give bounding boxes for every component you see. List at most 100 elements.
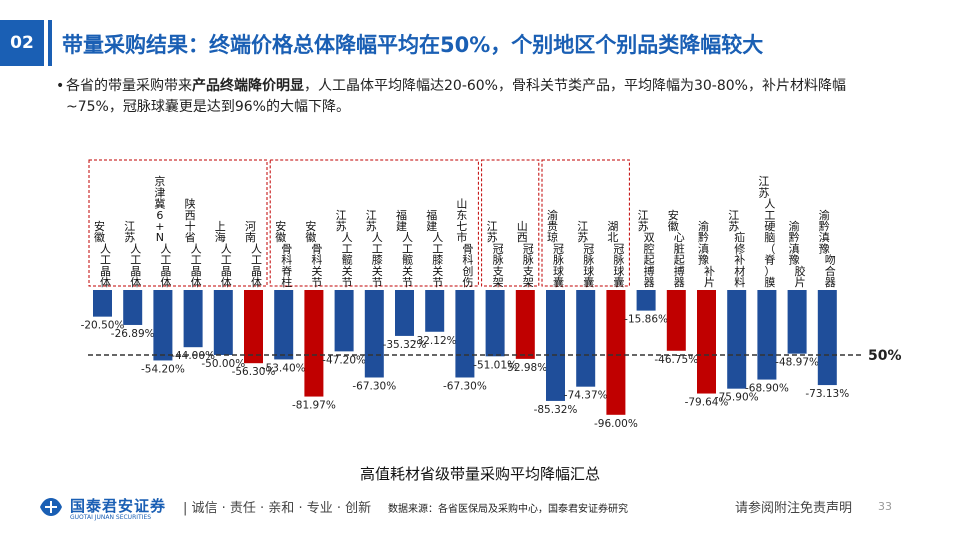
category-label-bottom-22-3: 脑 xyxy=(764,231,775,244)
value-label-1: -26.89% xyxy=(111,328,155,340)
category-label-top-15-2: 琼 xyxy=(547,230,558,244)
bar-18 xyxy=(636,290,656,311)
category-label-top-13-1: 苏 xyxy=(487,231,498,244)
bullet-text-bold: 产品终端降价明显 xyxy=(192,78,304,94)
category-label-bottom-7-3: 节 xyxy=(311,276,322,289)
category-label-bottom-14-0: 冠 xyxy=(523,242,534,255)
company-logo-icon xyxy=(40,498,62,516)
category-label-bottom-13-1: 脉 xyxy=(493,253,504,267)
category-label-top-2-3: 6 xyxy=(156,209,163,222)
bar-23 xyxy=(787,290,807,354)
category-label-bottom-16-2: 球 xyxy=(583,264,594,278)
category-label-bottom-21-0: 疝 xyxy=(734,230,745,244)
category-label-bottom-13-0: 冠 xyxy=(493,242,504,255)
category-label-bottom-18-0: 双 xyxy=(644,231,655,244)
category-label-top-22-1: 苏 xyxy=(758,186,769,199)
bar-8 xyxy=(334,290,354,352)
category-label-bottom-22-4: （ xyxy=(764,242,775,255)
category-label-bottom-12-0: 骨 xyxy=(462,242,473,255)
header-accent-bar xyxy=(48,20,52,66)
category-label-top-14-0: 山 xyxy=(517,220,528,233)
category-label-top-3-0: 陕 xyxy=(185,197,196,211)
category-label-top-19-1: 徽 xyxy=(668,219,679,233)
category-label-bottom-12-3: 伤 xyxy=(462,276,473,289)
category-label-bottom-18-3: 搏 xyxy=(644,264,655,278)
bar-2 xyxy=(153,290,173,361)
company-name-cn: 国泰君安证券 xyxy=(70,497,167,515)
category-label-top-17-0: 湖 xyxy=(607,220,618,233)
bullet-text-before: 各省的带量采购带来 xyxy=(66,78,192,94)
value-label-7: -81.97% xyxy=(292,400,336,412)
category-label-bottom-3-3: 体 xyxy=(191,275,202,289)
category-label-bottom-15-3: 囊 xyxy=(553,275,564,289)
category-label-top-7-1: 徽 xyxy=(305,230,316,244)
category-label-bottom-17-0: 冠 xyxy=(613,242,624,255)
bar-0 xyxy=(93,290,112,317)
bar-14 xyxy=(515,290,535,359)
value-label-10: -35.32% xyxy=(383,339,427,351)
category-label-top-12-0: 山 xyxy=(456,198,467,211)
category-label-bottom-3-2: 晶 xyxy=(191,265,202,278)
category-label-top-18-1: 苏 xyxy=(638,220,649,233)
category-label-top-21-0: 江 xyxy=(728,209,739,222)
category-label-top-24-0: 渝 xyxy=(819,208,830,222)
category-label-bottom-7-0: 骨 xyxy=(311,242,322,255)
bar-24 xyxy=(817,290,837,386)
category-label-bottom-7-2: 关 xyxy=(311,264,322,278)
bar-22 xyxy=(757,290,777,380)
page-number: 33 xyxy=(878,500,892,513)
category-label-bottom-8-0: 人 xyxy=(342,231,353,244)
category-label-bottom-19-1: 脏 xyxy=(674,242,685,255)
category-label-bottom-6-1: 科 xyxy=(281,253,292,267)
category-label-bottom-20-1: 片 xyxy=(704,276,715,289)
group-box-1 xyxy=(269,159,479,287)
category-label-bottom-1-2: 晶 xyxy=(130,265,141,278)
category-label-bottom-14-3: 架 xyxy=(523,276,534,289)
category-label-bottom-4-3: 体 xyxy=(221,275,232,289)
category-label-bottom-10-3: 关 xyxy=(402,264,413,278)
category-label-bottom-4-2: 晶 xyxy=(221,265,232,278)
category-label-bottom-6-2: 脊 xyxy=(281,264,292,278)
category-label-bottom-21-4: 料 xyxy=(734,275,745,289)
value-label-13: -51.01% xyxy=(473,359,517,371)
category-label-bottom-0-3: 体 xyxy=(100,275,111,289)
category-label-top-24-3: 豫 xyxy=(819,242,830,255)
header: 02 带量采购结果：终端价格总体降幅平均在50%，个别地区个别品类降幅较大 xyxy=(0,20,960,70)
category-label-bottom-5-1: 工 xyxy=(251,254,262,267)
category-label-bottom-12-1: 科 xyxy=(462,253,473,267)
value-label-3: -44.00% xyxy=(171,350,215,362)
category-label-bottom-13-3: 架 xyxy=(493,276,504,289)
category-label-top-20-1: 黔 xyxy=(698,230,709,244)
bar-10 xyxy=(395,290,414,336)
category-label-bottom-21-1: 修 xyxy=(734,241,745,255)
group-box-0 xyxy=(88,159,268,287)
bar-4 xyxy=(213,290,233,355)
category-label-bottom-22-1: 工 xyxy=(764,209,775,222)
value-label-4: -50.00% xyxy=(201,358,245,370)
category-label-top-2-5: N xyxy=(156,231,164,244)
bar-19 xyxy=(666,290,686,351)
category-label-top-11-0: 福 xyxy=(426,208,437,222)
category-label-bottom-22-7: 膜 xyxy=(764,276,775,289)
category-label-bottom-4-0: 人 xyxy=(221,242,232,255)
category-label-bottom-8-1: 工 xyxy=(342,242,353,255)
bar-20 xyxy=(697,290,716,394)
category-label-bottom-1-1: 工 xyxy=(130,254,141,267)
value-label-23: -48.97% xyxy=(775,357,819,369)
category-label-bottom-23-1: 片 xyxy=(795,276,806,289)
bullet-paragraph: • 各省的带量采购带来产品终端降价明显，人工晶体平均降幅达20-60%，骨科关节… xyxy=(56,76,896,118)
category-label-bottom-18-1: 腔 xyxy=(644,241,655,255)
category-label-bottom-2-3: 体 xyxy=(160,275,171,289)
category-label-bottom-18-2: 起 xyxy=(644,254,655,267)
category-label-bottom-15-2: 球 xyxy=(553,264,564,278)
category-label-top-2-4: + xyxy=(155,220,164,233)
bullet-dot: • xyxy=(56,78,65,94)
category-label-bottom-7-1: 科 xyxy=(311,253,322,267)
category-label-top-15-0: 渝 xyxy=(547,208,558,222)
category-label-top-0-0: 安 xyxy=(94,219,105,233)
value-label-5: -56.30% xyxy=(232,366,276,378)
category-label-bottom-22-2: 硬 xyxy=(764,220,775,233)
category-label-bottom-12-2: 创 xyxy=(462,265,473,278)
category-label-bottom-8-3: 关 xyxy=(342,264,353,278)
category-label-top-9-1: 苏 xyxy=(366,220,377,233)
